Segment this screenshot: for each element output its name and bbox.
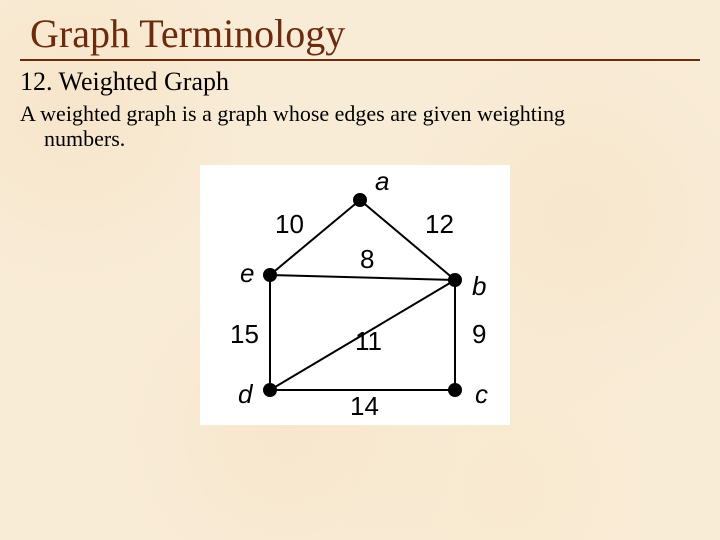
page-title: Graph Terminology xyxy=(30,10,700,57)
weight-b-c: 9 xyxy=(472,319,486,349)
edge-e-b xyxy=(270,275,455,280)
weight-e-d: 15 xyxy=(230,319,259,349)
node-label-c: c xyxy=(475,379,488,409)
slide: Graph Terminology 12. Weighted Graph A w… xyxy=(0,0,720,540)
weight-d-c: 14 xyxy=(350,391,379,421)
weight-e-b: 8 xyxy=(360,244,374,274)
title-rule xyxy=(20,59,700,61)
weight-a-e: 10 xyxy=(275,209,304,239)
weighted-graph-figure: 10 12 8 15 9 11 14 a e b d c xyxy=(200,165,510,425)
weight-d-b: 11 xyxy=(355,326,382,356)
section-subtitle: 12. Weighted Graph xyxy=(20,67,700,97)
graph-svg: 10 12 8 15 9 11 14 a e b d c xyxy=(200,165,510,425)
weight-a-b: 12 xyxy=(425,209,454,239)
node-a xyxy=(353,193,367,207)
body-text: A weighted graph is a graph whose edges … xyxy=(20,101,700,152)
node-b xyxy=(448,273,462,287)
node-label-b: b xyxy=(472,271,486,301)
node-label-d: d xyxy=(238,379,254,409)
node-label-e: e xyxy=(240,258,254,288)
node-e xyxy=(263,268,277,282)
node-c xyxy=(448,383,462,397)
node-d xyxy=(263,383,277,397)
body-line-1: A weighted graph is a graph whose edges … xyxy=(20,101,565,126)
node-label-a: a xyxy=(375,166,389,196)
body-line-2: numbers. xyxy=(44,126,700,151)
